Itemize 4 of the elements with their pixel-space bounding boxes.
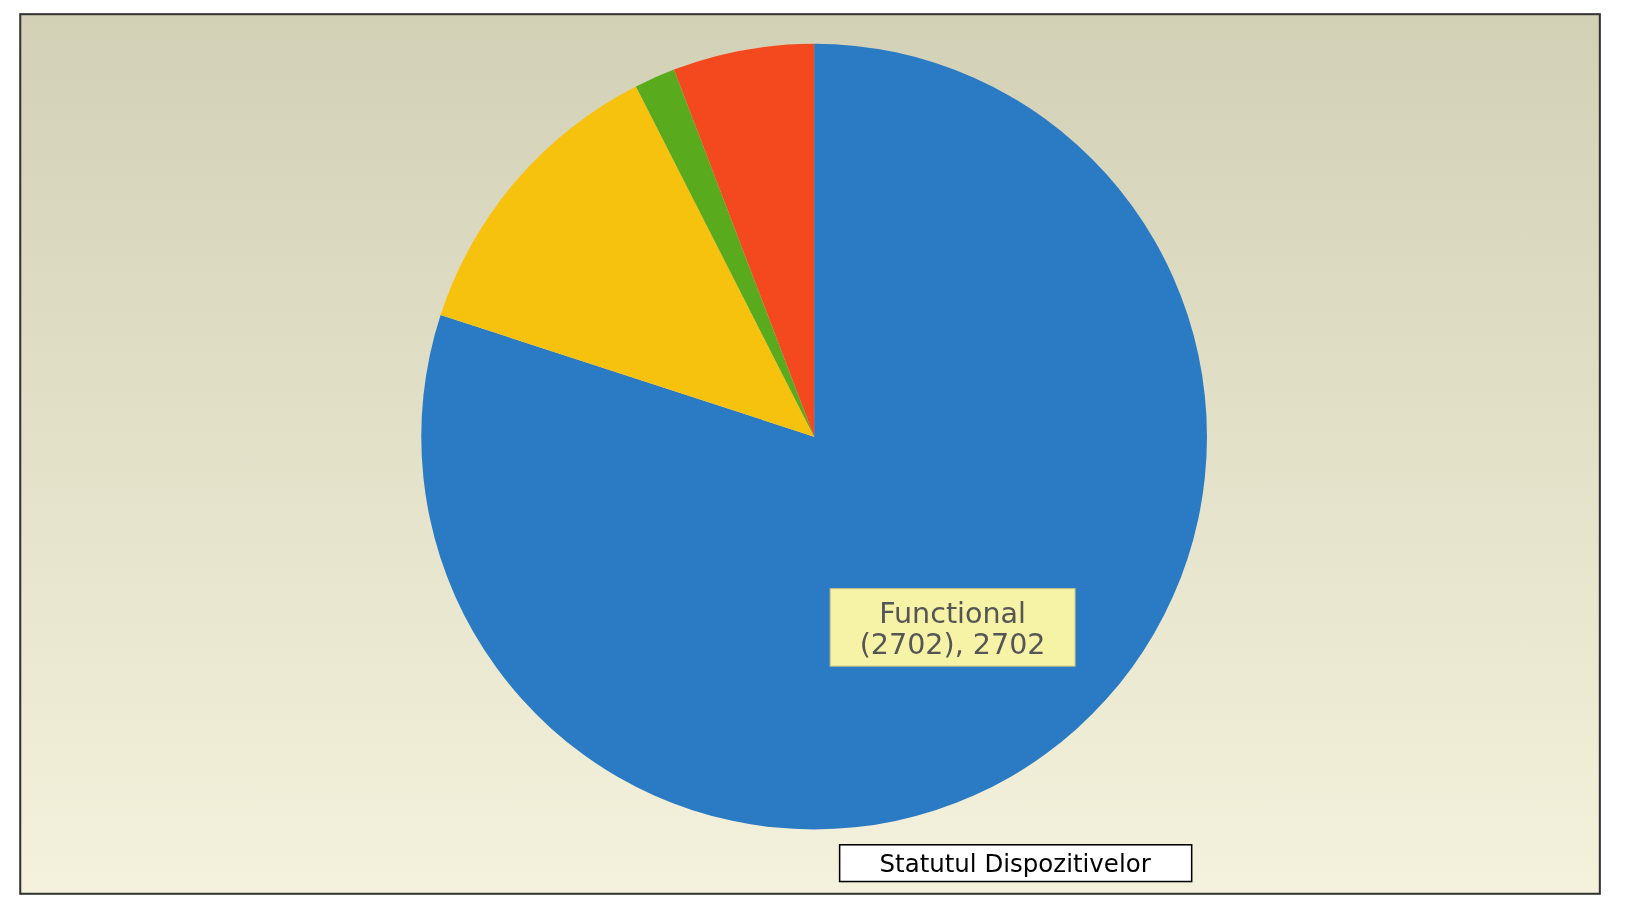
pie-slice: [440, 86, 815, 437]
text: Statutul Dispozitivelor: [879, 849, 1152, 879]
pie-slice: [421, 43, 1207, 830]
pie-slice: [674, 43, 815, 437]
